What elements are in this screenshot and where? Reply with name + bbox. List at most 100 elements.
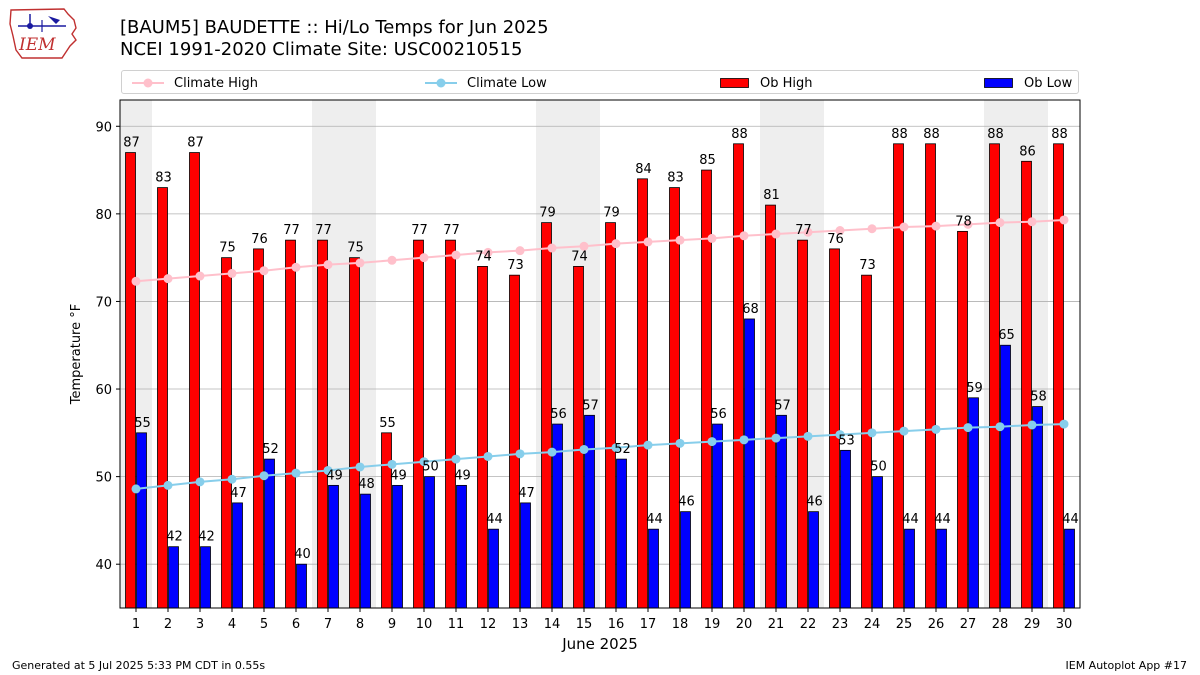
ob-high-bar-day-27 (957, 230, 968, 609)
climate-low-point-day-22 (803, 431, 813, 441)
ob-high-bar-day-10 (413, 239, 424, 609)
ob-low-label-day-21: 57 (774, 398, 791, 413)
title-line-1: [BAUM5] BAUDETTE :: Hi/Lo Temps for Jun … (120, 17, 549, 38)
x-tick-label-19: 19 (704, 617, 721, 632)
climate-high-point-day-22 (803, 227, 813, 237)
ob-low-bar-day-26 (936, 528, 947, 609)
ob-high-label-day-8: 75 (347, 241, 364, 256)
ob-low-label-day-14: 56 (550, 407, 567, 422)
ob-high-label-day-27: 78 (955, 214, 972, 229)
ob-high-bar-day-28 (989, 143, 1000, 609)
ob-high-label-day-4: 75 (219, 241, 236, 256)
climate-low-point-day-10 (419, 457, 429, 467)
ob-high-label-day-29: 86 (1019, 144, 1036, 159)
climate-low-point-day-1 (131, 484, 141, 494)
legend-label-ob-low: Ob Low (1024, 75, 1073, 91)
climate-high-point-day-12 (483, 247, 493, 257)
climate-high-point-day-29 (1027, 217, 1037, 227)
climate-high-point-day-26 (931, 221, 941, 231)
climate-low-point-day-14 (547, 447, 557, 457)
climate-high-point-day-14 (547, 243, 557, 253)
climate-high-line-swatch (132, 78, 164, 88)
ob-high-bar-day-11 (445, 239, 456, 609)
x-tick-label-9: 9 (388, 617, 396, 632)
ob-high-bar-day-4 (221, 257, 232, 609)
weekend-shade-day-7 (312, 100, 344, 608)
climate-low-point-day-21 (771, 433, 781, 443)
ob-high-label-day-25: 88 (891, 127, 908, 142)
x-tick-label-10: 10 (416, 617, 433, 632)
ob-low-bar-day-6 (296, 563, 307, 609)
ob-high-bar-day-1 (125, 152, 136, 609)
climate-high-point-day-23 (835, 226, 845, 236)
ob-low-label-day-28: 65 (998, 328, 1015, 343)
legend-item-ob-low: Ob Low (984, 74, 1072, 92)
ob-low-bar-day-22 (808, 511, 819, 609)
x-tick-label-24: 24 (864, 617, 881, 632)
x-tick-label-15: 15 (576, 617, 593, 632)
ob-high-label-day-9: 55 (379, 416, 396, 431)
ob-low-label-day-16: 52 (614, 442, 631, 457)
climate-high-point-day-27 (963, 219, 973, 229)
ob-low-label-day-17: 44 (646, 512, 663, 527)
ob-high-label-day-10: 77 (411, 223, 428, 238)
climate-low-point-day-8 (355, 462, 365, 472)
climate-low-point-day-26 (931, 424, 941, 434)
ob-high-label-day-14: 79 (539, 206, 556, 221)
title-line-2: NCEI 1991-2020 Climate Site: USC00210515 (120, 39, 523, 60)
legend-label-climate-low: Climate Low (467, 75, 547, 91)
climate-low-point-day-2 (163, 480, 173, 490)
climate-low-point-day-23 (835, 430, 845, 440)
x-tick-label-4: 4 (228, 617, 236, 632)
climate-low-point-day-18 (675, 438, 685, 448)
ob-high-label-day-19: 85 (699, 153, 716, 168)
ob-low-label-day-24: 50 (870, 460, 887, 475)
ob-high-label-day-17: 84 (635, 162, 652, 177)
ob-high-label-day-18: 83 (667, 171, 684, 186)
x-tick-label-6: 6 (292, 617, 300, 632)
climate-lines (131, 215, 1069, 494)
y-tick-label-70: 70 (95, 295, 112, 310)
climate-low-point-day-28 (995, 422, 1005, 432)
ob-low-bar-day-4 (232, 502, 243, 609)
ob-high-bar-day-24 (861, 274, 872, 609)
x-tick-label-1: 1 (132, 617, 140, 632)
ob-high-bar-day-26 (925, 143, 936, 609)
ob-low-label-day-26: 44 (934, 512, 951, 527)
x-tick-label-8: 8 (356, 617, 364, 632)
ob-low-bar-day-16 (616, 458, 627, 609)
climate-high-point-day-16 (611, 239, 621, 249)
ob-low-label-day-5: 52 (262, 442, 279, 457)
climate-high-point-day-11 (451, 250, 461, 260)
climate-high-point-day-20 (739, 231, 749, 241)
ob-low-label-day-11: 49 (454, 468, 471, 483)
ob-high-bar-day-18 (669, 187, 680, 609)
ob-low-bar-day-15 (584, 414, 595, 609)
ob-low-bar-day-12 (488, 528, 499, 609)
x-tick-label-12: 12 (480, 617, 497, 632)
climate-high-point-day-21 (771, 229, 781, 239)
ob-high-label-day-5: 76 (251, 232, 268, 247)
ob-high-label-day-3: 87 (187, 136, 204, 151)
x-tick-label-28: 28 (992, 617, 1009, 632)
iem-logo: IEM (8, 6, 82, 60)
x-tick-label-5: 5 (260, 617, 268, 632)
ob-high-bar-day-23 (829, 248, 840, 609)
ob-low-label-day-19: 56 (710, 407, 727, 422)
climate-low-point-day-17 (643, 440, 653, 450)
climate-low-point-day-9 (387, 459, 397, 469)
ob-high-label-day-13: 73 (507, 258, 524, 273)
gridlines (120, 125, 1080, 565)
climate-low-point-day-3 (195, 477, 205, 487)
ob-high-label-day-21: 81 (763, 188, 780, 203)
climate-high-point-day-19 (707, 233, 717, 243)
climate-high-point-day-17 (643, 237, 653, 247)
climate-high-point-day-24 (867, 224, 877, 234)
ob-high-label-day-23: 76 (827, 232, 844, 247)
ob-high-bar-day-25 (893, 143, 904, 609)
climate-low-point-day-29 (1027, 420, 1037, 430)
ob-high-bar-day-16 (605, 222, 616, 609)
climate-low-line (135, 423, 1065, 490)
ob-low-bar-day-20 (744, 318, 755, 609)
